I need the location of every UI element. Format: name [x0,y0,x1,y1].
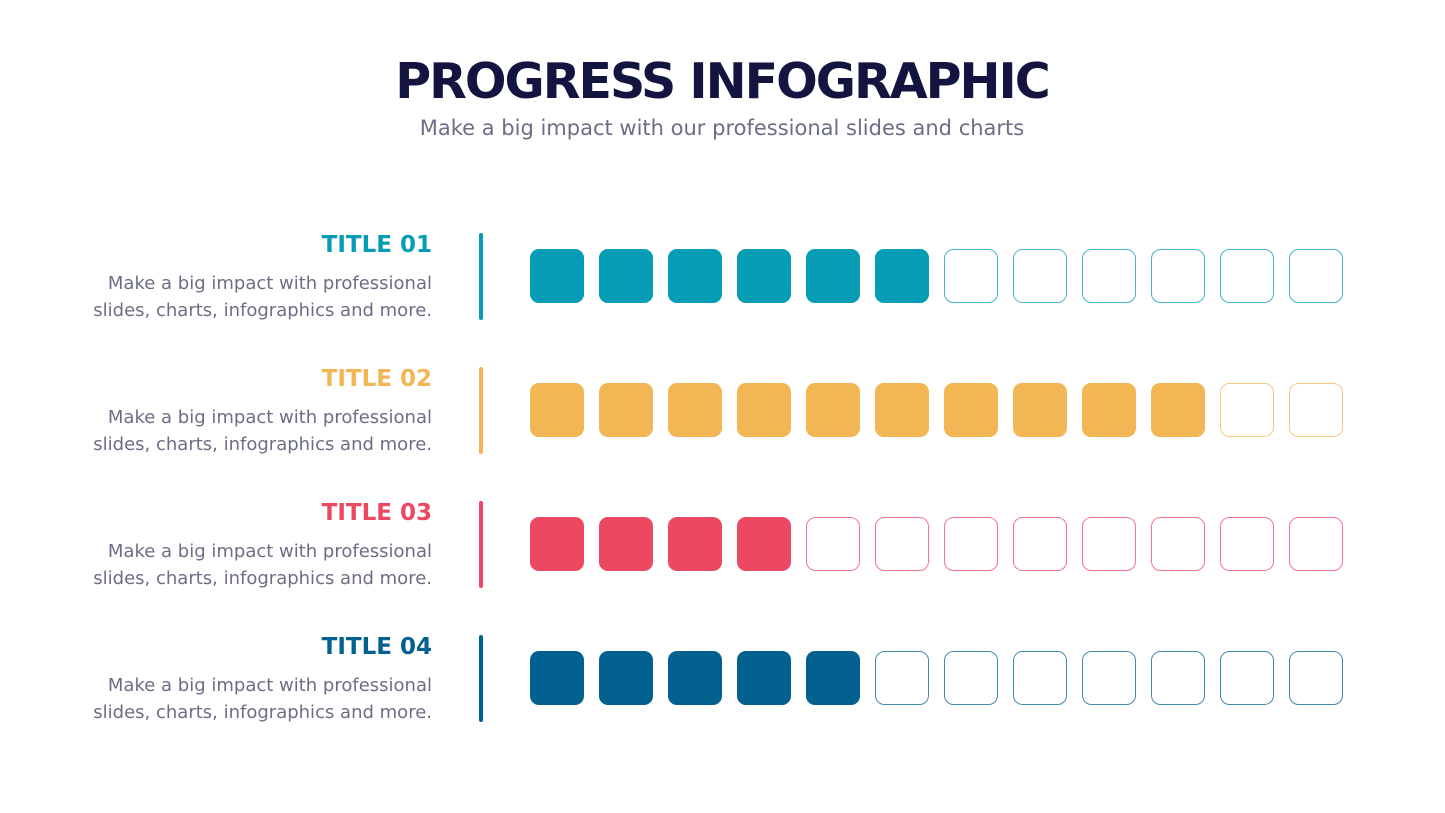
progress-filled [1013,383,1067,437]
progress-filled [806,383,860,437]
progress-filled [668,517,722,571]
progress-empty [1082,249,1136,303]
progress-empty [1151,651,1205,705]
progress-filled [530,249,584,303]
progress-filled [530,517,584,571]
item-description: slides, charts, infographics and more. [93,434,432,455]
item-title: TITLE 03 [322,500,432,526]
progress-empty [944,249,998,303]
progress-filled [944,383,998,437]
progress-filled [737,517,791,571]
progress-filled [737,651,791,705]
progress-filled [599,249,653,303]
progress-filled [737,383,791,437]
progress-empty [1289,651,1343,705]
progress-empty [1220,517,1274,571]
progress-filled [806,651,860,705]
progress-empty [1082,651,1136,705]
progress-filled [1151,383,1205,437]
progress-empty [1151,517,1205,571]
item-description: Make a big impact with professional [108,407,432,428]
progress-empty [1082,517,1136,571]
item-title: TITLE 01 [322,232,432,258]
progress-empty [1013,651,1067,705]
progress-filled [668,249,722,303]
progress-filled [599,651,653,705]
progress-empty [1151,249,1205,303]
progress-filled [806,249,860,303]
progress-empty [944,651,998,705]
progress-empty [1289,383,1343,437]
progress-empty [1289,249,1343,303]
progress-filled [599,517,653,571]
progress-filled [737,249,791,303]
progress-empty [1013,517,1067,571]
progress-empty [875,651,929,705]
divider [479,367,483,454]
progress-filled [875,383,929,437]
item-description: Make a big impact with professional [108,675,432,696]
progress-empty [1289,517,1343,571]
item-title: TITLE 02 [322,366,432,392]
progress-empty [875,517,929,571]
divider [479,635,483,722]
item-description: slides, charts, infographics and more. [93,702,432,723]
divider [479,501,483,588]
progress-filled [530,383,584,437]
progress-filled [530,651,584,705]
progress-empty [1220,651,1274,705]
subtitle: Make a big impact with our professional … [420,116,1024,140]
progress-filled [875,249,929,303]
divider [479,233,483,320]
progress-empty [806,517,860,571]
item-title: TITLE 04 [322,634,432,660]
progress-filled [668,651,722,705]
title: PROGRESS INFOGRAPHIC [395,53,1049,110]
progress-empty [1220,383,1274,437]
item-description: Make a big impact with professional [108,541,432,562]
item-description: slides, charts, infographics and more. [93,300,432,321]
progress-filled [599,383,653,437]
progress-empty [944,517,998,571]
progress-empty [1220,249,1274,303]
progress-empty [1013,249,1067,303]
progress-filled [668,383,722,437]
progress-filled [1082,383,1136,437]
item-description: slides, charts, infographics and more. [93,568,432,589]
item-description: Make a big impact with professional [108,273,432,294]
